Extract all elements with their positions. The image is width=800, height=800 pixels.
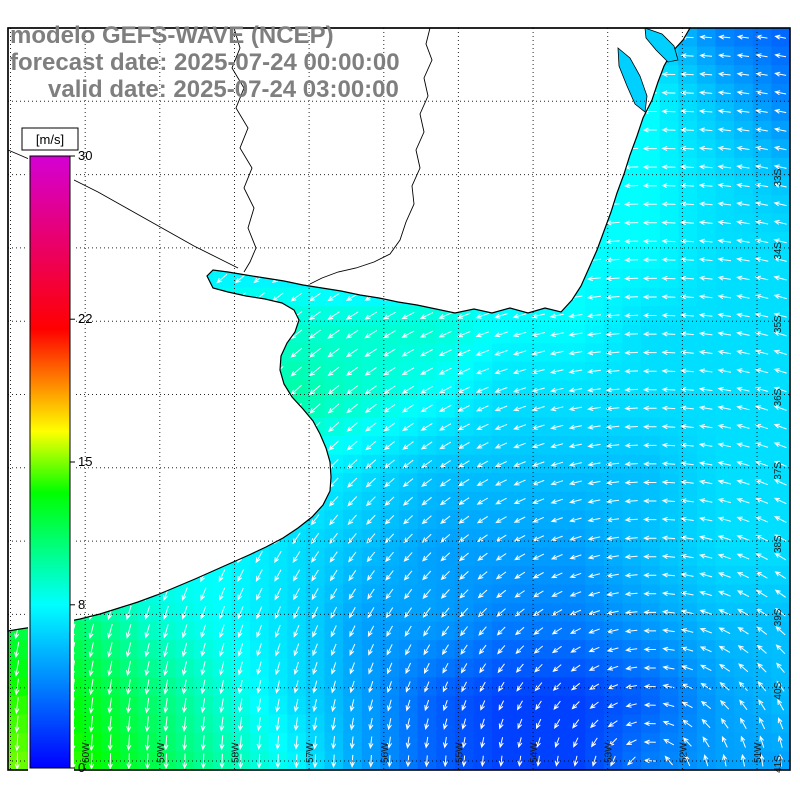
- lat-label: 34S: [773, 242, 784, 260]
- lon-label: 60W: [81, 742, 92, 763]
- colorbar-tick-label: 30: [78, 148, 92, 163]
- colorbar: [m/s] 30 22 15 8 0: [21, 127, 92, 775]
- colorbar-tick-label: 22: [78, 311, 92, 326]
- map-header: modelo GEFS-WAVE (NCEP) forecast date: 2…: [10, 22, 400, 103]
- lon-label: 59W: [156, 742, 167, 763]
- lat-label: 35S: [773, 315, 784, 333]
- wind-speed-field: [8, 28, 790, 770]
- lon-label: 58W: [231, 742, 242, 763]
- lon-label: 52W: [678, 742, 689, 763]
- lon-label: 55W: [454, 742, 465, 763]
- lat-label: 39S: [773, 608, 784, 626]
- lon-label: 56W: [380, 742, 391, 763]
- coastal-lagoons: [617, 27, 679, 113]
- colorbar-unit-box: [21, 127, 79, 151]
- model-title: modelo GEFS-WAVE (NCEP): [10, 22, 334, 49]
- colorbar-tick-label: 8: [78, 597, 85, 612]
- colorbar-unit-label: [m/s]: [36, 132, 64, 147]
- lat-label: 38S: [773, 535, 784, 553]
- colorbar-tick-label: 0: [78, 760, 85, 775]
- forecast-date-line: forecast date: 2025-07-24 00:00:00: [10, 49, 400, 76]
- lon-label: 51W: [753, 742, 764, 763]
- lat-label: 36S: [773, 388, 784, 406]
- valid-date-line: valid date: 2025-07-24 03:00:00: [48, 76, 399, 103]
- lat-label: 33S: [773, 168, 784, 186]
- coordinate-labels: 60W 59W 58W 57W 56W 55W 54W 53W 52W 51W 33S 34S 35S 3…: [81, 168, 784, 773]
- lat-label: 40S: [773, 681, 784, 699]
- lon-label: 53W: [604, 742, 615, 763]
- coastline: [7, 27, 692, 632]
- colorbar-tick-label: 15: [78, 454, 92, 469]
- lat-label: 37S: [773, 462, 784, 480]
- lat-label: 41S: [773, 755, 784, 773]
- colorbar-gradient: [29, 155, 71, 769]
- lon-label: 57W: [305, 742, 316, 763]
- map-border: [7, 27, 791, 771]
- lon-label: 54W: [529, 742, 540, 763]
